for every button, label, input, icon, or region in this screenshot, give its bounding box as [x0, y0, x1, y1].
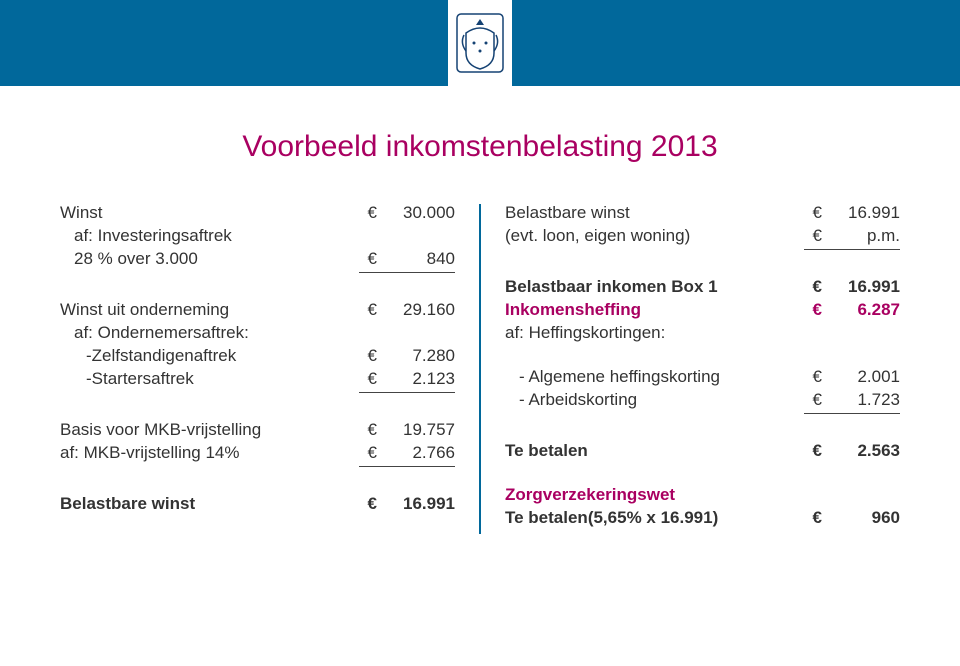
row-basis-mkb: Basis voor MKB-vrijstelling € 19.757: [60, 420, 455, 440]
currency: €: [798, 441, 822, 461]
label: (evt. loon, eigen woning): [505, 226, 798, 246]
right-column: Belastbare winst € 16.991 (evt. loon, ei…: [481, 200, 900, 534]
row-startersaftrek: -Startersaftrek € 2.123: [60, 369, 455, 389]
row-te-betalen: Te betalen € 2.563: [505, 441, 900, 461]
label: af: Ondernemersaftrek:: [60, 323, 353, 343]
label: -Zelfstandigenaftrek: [60, 346, 353, 366]
currency: €: [353, 300, 377, 320]
logo: [448, 0, 512, 86]
currency: €: [353, 203, 377, 223]
currency: €: [353, 249, 377, 269]
label: - Algemene heffingskorting: [505, 367, 798, 387]
label: Belastbare winst: [60, 494, 353, 514]
value: 2.766: [377, 443, 455, 463]
label: - Arbeidskorting: [505, 390, 798, 410]
value: 2.123: [377, 369, 455, 389]
value: 840: [377, 249, 455, 269]
row-ondernemersaftrek: af: Ondernemersaftrek:: [60, 323, 455, 343]
row-inkomensheffing: Inkomensheffing € 6.287: [505, 300, 900, 320]
row-investeringsaftrek-label: af: Investeringsaftrek: [60, 226, 455, 246]
value: 30.000: [377, 203, 455, 223]
content: Winst € 30.000 af: Investeringsaftrek 28…: [60, 200, 900, 534]
value: 16.991: [822, 277, 900, 297]
currency: €: [798, 508, 822, 528]
label: Winst uit onderneming: [60, 300, 353, 320]
value: 2.563: [822, 441, 900, 461]
rule: [359, 392, 455, 393]
currency: €: [353, 369, 377, 389]
row-evt-loon: (evt. loon, eigen woning) € p.m.: [505, 226, 900, 246]
rule: [359, 272, 455, 273]
currency: €: [798, 226, 822, 246]
label: af: Investeringsaftrek: [60, 226, 353, 246]
label: Zorgverzekeringswet: [505, 485, 798, 505]
value: 2.001: [822, 367, 900, 387]
currency: €: [798, 300, 822, 320]
row-heffingskortingen: af: Heffingskortingen:: [505, 323, 900, 343]
rule: [359, 466, 455, 467]
currency: €: [353, 494, 377, 514]
value: 6.287: [822, 300, 900, 320]
label: Basis voor MKB-vrijstelling: [60, 420, 353, 440]
label: Te betalen(5,65% x 16.991): [505, 508, 798, 528]
label: af: Heffingskortingen:: [505, 323, 798, 343]
value: 7.280: [377, 346, 455, 366]
value: 1.723: [822, 390, 900, 410]
row-winst: Winst € 30.000: [60, 203, 455, 223]
rule: [804, 249, 900, 250]
currency: €: [798, 390, 822, 410]
currency: €: [353, 346, 377, 366]
row-zorgverzekeringswet: Zorgverzekeringswet: [505, 485, 900, 505]
label: Winst: [60, 203, 353, 223]
value: p.m.: [822, 226, 900, 246]
currency: €: [353, 420, 377, 440]
row-winst-onderneming: Winst uit onderneming € 29.160: [60, 300, 455, 320]
page-title: Voorbeeld inkomstenbelasting 2013: [0, 130, 960, 164]
label: Belastbaar inkomen Box 1: [505, 277, 798, 297]
currency: €: [353, 443, 377, 463]
value: 19.757: [377, 420, 455, 440]
left-column: Winst € 30.000 af: Investeringsaftrek 28…: [60, 200, 479, 534]
currency: €: [798, 367, 822, 387]
rule: [804, 413, 900, 414]
label: Belastbare winst: [505, 203, 798, 223]
coat-of-arms-icon: [456, 13, 504, 73]
row-algemene-heffingskorting: - Algemene heffingskorting € 2.001: [505, 367, 900, 387]
currency: €: [798, 203, 822, 223]
row-zvw-te-betalen: Te betalen(5,65% x 16.991) € 960: [505, 508, 900, 528]
currency: €: [798, 277, 822, 297]
row-arbeidskorting: - Arbeidskorting € 1.723: [505, 390, 900, 410]
row-belastbaar-inkomen: Belastbaar inkomen Box 1 € 16.991: [505, 277, 900, 297]
label: af: MKB-vrijstelling 14%: [60, 443, 353, 463]
label: Inkomensheffing: [505, 300, 798, 320]
row-belastbare-winst-right: Belastbare winst € 16.991: [505, 203, 900, 223]
label: 28 % over 3.000: [60, 249, 353, 269]
row-zelfstandigenaftrek: -Zelfstandigenaftrek € 7.280: [60, 346, 455, 366]
row-investeringsaftrek-value: 28 % over 3.000 € 840: [60, 249, 455, 269]
label: Te betalen: [505, 441, 798, 461]
value: 29.160: [377, 300, 455, 320]
row-mkb-vrijstelling: af: MKB-vrijstelling 14% € 2.766: [60, 443, 455, 463]
value: 16.991: [822, 203, 900, 223]
row-belastbare-winst-left: Belastbare winst € 16.991: [60, 494, 455, 514]
value: 960: [822, 508, 900, 528]
value: 16.991: [377, 494, 455, 514]
label: -Startersaftrek: [60, 369, 353, 389]
